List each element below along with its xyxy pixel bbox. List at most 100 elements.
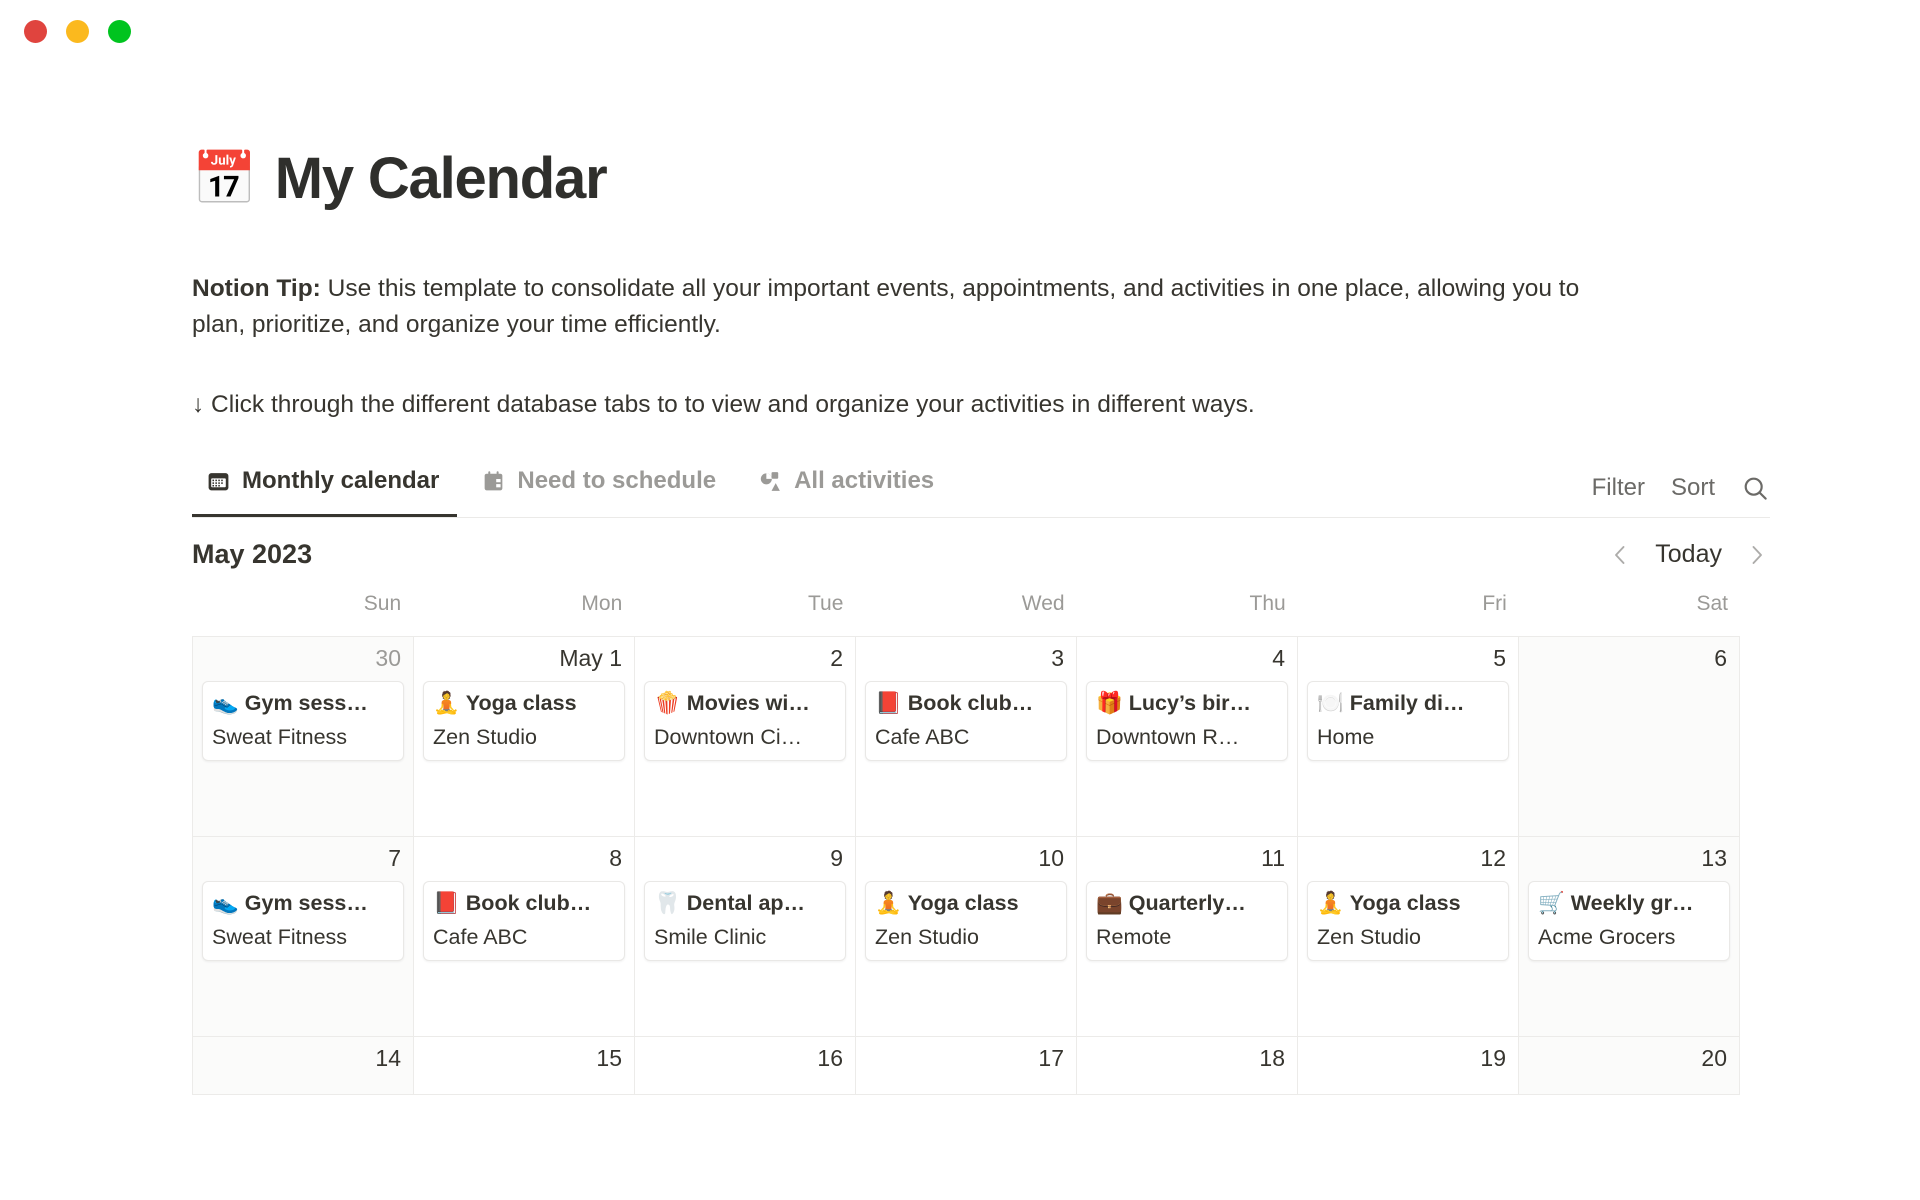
calendar-emoji-icon: 📅	[192, 150, 257, 209]
sort-button[interactable]: Sort	[1670, 474, 1715, 502]
event-title: 🧘 Yoga class	[433, 690, 577, 715]
calendar-day-cell[interactable]: 18	[1077, 1036, 1298, 1095]
calendar-day-cell[interactable]: 17	[856, 1036, 1077, 1095]
day-number: 5	[1493, 644, 1506, 671]
event-location: Smile Clinic	[654, 924, 767, 949]
calendar-event-card[interactable]: 🧘 Yoga class Zen Studio	[1307, 880, 1509, 962]
day-number: 20	[1701, 1044, 1727, 1071]
weekday-label: Fri	[1482, 591, 1507, 615]
window-titlebar	[0, 0, 1920, 62]
minimize-button[interactable]	[66, 19, 89, 43]
calendar-event-card[interactable]: 📕 Book club… Cafe ABC	[865, 680, 1067, 762]
calendar-header: May 2023 Today	[192, 518, 1770, 592]
calendar-event-card[interactable]: 🛒 Weekly gr… Acme Grocers	[1528, 880, 1730, 962]
day-number: 6	[1714, 644, 1727, 671]
calendar-day-cell[interactable]: 12 🧘 Yoga class Zen Studio	[1298, 836, 1519, 1037]
event-emoji-icon: 🎁	[1096, 690, 1123, 715]
calendar-day-cell[interactable]: 20	[1519, 1036, 1740, 1095]
event-emoji-icon: 💼	[1096, 890, 1123, 915]
calendar-event-card[interactable]: 👟 Gym sess… Sweat Fitness	[202, 680, 404, 762]
event-location: Remote	[1096, 924, 1172, 949]
calendar-event-card[interactable]: 👟 Gym sess… Sweat Fitness	[202, 880, 404, 962]
calendar-day-cell[interactable]: 7 👟 Gym sess… Sweat Fitness	[193, 836, 414, 1037]
database-tabbar: Monthly calendar Need to schedule	[192, 461, 1770, 518]
search-icon[interactable]	[1741, 474, 1770, 503]
calendar-day-cell[interactable]: 30 👟 Gym sess… Sweat Fitness	[193, 636, 414, 837]
event-emoji-icon: 🧘	[433, 690, 460, 715]
event-emoji-icon: 🍽️	[1317, 690, 1344, 715]
calendar-grid-icon	[206, 469, 231, 494]
calendar-day-cell[interactable]: 14	[193, 1036, 414, 1095]
event-location: Cafe ABC	[433, 924, 528, 949]
tab-monthly-calendar[interactable]: Monthly calendar	[192, 461, 458, 517]
event-emoji-icon: 👟	[212, 690, 239, 715]
tab-list: Monthly calendar Need to schedule	[192, 461, 962, 517]
event-emoji-icon: 👟	[212, 890, 239, 915]
calendar-day-cell[interactable]: 4 🎁 Lucy’s bir… Downtown R…	[1077, 636, 1298, 837]
tab-all-activities[interactable]: All activities	[744, 461, 952, 517]
chevron-left-icon[interactable]	[1607, 539, 1633, 571]
event-emoji-icon: 📕	[875, 690, 902, 715]
event-emoji-icon: 🦷	[654, 890, 681, 915]
day-number: 4	[1272, 644, 1285, 671]
page-title: My Calendar	[274, 145, 608, 211]
day-number: 10	[1038, 844, 1064, 871]
calendar-event-card[interactable]: 🍽️ Family di… Home	[1307, 680, 1509, 762]
month-label: May 2023	[192, 539, 313, 570]
tab-need-to-schedule[interactable]: Need to schedule	[467, 461, 734, 517]
calendar-event-card[interactable]: 🧘 Yoga class Zen Studio	[865, 880, 1067, 962]
day-number: 15	[596, 1044, 622, 1071]
day-number: 30	[375, 644, 401, 671]
day-number: 19	[1480, 1044, 1506, 1071]
event-title: 👟 Gym sess…	[212, 890, 368, 915]
calendar-day-cell[interactable]: 9 🦷 Dental ap… Smile Clinic	[635, 836, 856, 1037]
calendar-day-cell[interactable]: 10 🧘 Yoga class Zen Studio	[856, 836, 1077, 1037]
close-button[interactable]	[24, 19, 47, 43]
weekday-label: Wed	[1021, 591, 1065, 615]
notion-tip-text: Use this template to consolidate all you…	[192, 274, 1580, 338]
calendar-event-card[interactable]: 🎁 Lucy’s bir… Downtown R…	[1086, 680, 1288, 762]
weekday-label: Sun	[363, 591, 402, 615]
calendar-block-icon	[481, 469, 506, 494]
calendar-week-row: 30 👟 Gym sess… Sweat Fitness May 1 🧘 Yoga clas…	[193, 636, 1740, 837]
calendar-day-cell[interactable]: 2 🍿 Movies wi… Downtown Ci…	[635, 636, 856, 837]
event-location: Cafe ABC	[875, 724, 970, 749]
calendar-event-card[interactable]: 📕 Book club… Cafe ABC	[423, 880, 625, 962]
calendar-day-cell[interactable]: 3 📕 Book club… Cafe ABC	[856, 636, 1077, 837]
tab-label: All activities	[794, 467, 935, 495]
event-location: Sweat Fitness	[212, 724, 348, 749]
calendar-event-card[interactable]: 🧘 Yoga class Zen Studio	[423, 680, 625, 762]
calendar-day-cell[interactable]: 8 📕 Book club… Cafe ABC	[414, 836, 635, 1037]
event-emoji-icon: 🧘	[1317, 890, 1344, 915]
calendar-day-cell[interactable]: 16	[635, 1036, 856, 1095]
calendar-event-card[interactable]: 💼 Quarterly… Remote	[1086, 880, 1288, 962]
calendar-event-card[interactable]: 🍿 Movies wi… Downtown Ci…	[644, 680, 846, 762]
calendar-day-cell[interactable]: 6	[1519, 636, 1740, 837]
event-emoji-icon: 🧘	[875, 890, 902, 915]
tab-label: Need to schedule	[517, 467, 717, 495]
day-number: 16	[817, 1044, 843, 1071]
view-toolbar: Filter Sort	[1592, 474, 1770, 517]
calendar-day-cell[interactable]: 13 🛒 Weekly gr… Acme Grocers	[1519, 836, 1740, 1037]
filter-button[interactable]: Filter	[1591, 474, 1645, 502]
calendar-event-card[interactable]: 🦷 Dental ap… Smile Clinic	[644, 880, 846, 962]
calendar-nav: Today	[1607, 539, 1770, 571]
event-title: 🧘 Yoga class	[1317, 890, 1461, 915]
calendar-day-cell[interactable]: 5 🍽️ Family di… Home	[1298, 636, 1519, 837]
calendar-week-row: 14 15 16 17 18 19 20	[193, 1036, 1740, 1095]
chevron-right-icon[interactable]	[1744, 539, 1770, 571]
day-number: 13	[1701, 844, 1727, 871]
notion-tip-label: Notion Tip:	[192, 274, 321, 302]
calendar-grid: 30 👟 Gym sess… Sweat Fitness May 1 🧘 Yoga clas…	[192, 635, 1740, 1095]
calendar-day-cell[interactable]: 11 💼 Quarterly… Remote	[1077, 836, 1298, 1037]
calendar-day-cell[interactable]: 15	[414, 1036, 635, 1095]
calendar-day-cell[interactable]: 19	[1298, 1036, 1519, 1095]
event-title: 📕 Book club…	[875, 690, 1034, 715]
tab-label: Monthly calendar	[242, 467, 440, 495]
event-location: Zen Studio	[1317, 924, 1421, 949]
today-button[interactable]: Today	[1655, 540, 1722, 569]
calendar-day-cell[interactable]: May 1 🧘 Yoga class Zen Studio	[414, 636, 635, 837]
day-number: 3	[1051, 644, 1064, 671]
maximize-button[interactable]	[108, 19, 131, 43]
event-emoji-icon: 🛒	[1538, 890, 1565, 915]
